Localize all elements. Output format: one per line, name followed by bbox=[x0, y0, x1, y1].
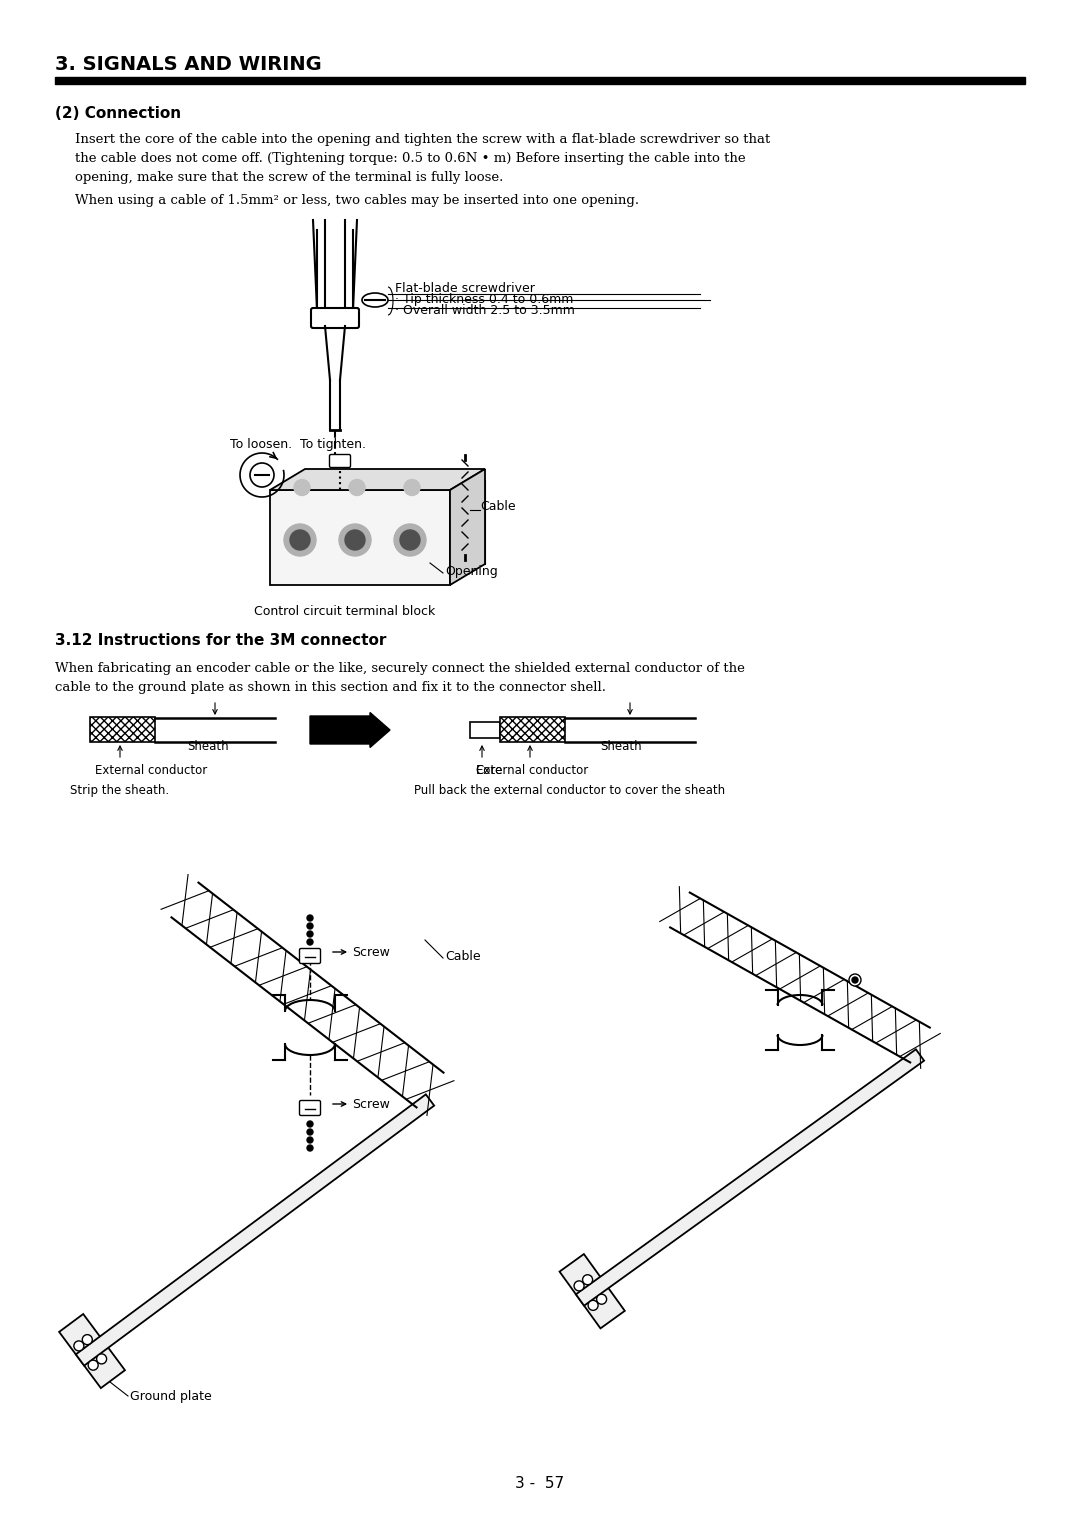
Circle shape bbox=[349, 480, 365, 495]
Polygon shape bbox=[76, 1094, 434, 1366]
Text: · Overall width 2.5 to 3.5mm: · Overall width 2.5 to 3.5mm bbox=[395, 304, 575, 316]
Polygon shape bbox=[559, 1254, 625, 1328]
Text: To tighten.: To tighten. bbox=[300, 439, 366, 451]
Circle shape bbox=[73, 1342, 84, 1351]
Circle shape bbox=[400, 530, 420, 550]
Bar bbox=[470, 723, 500, 738]
Polygon shape bbox=[270, 469, 485, 490]
Text: Insert the core of the cable into the opening and tighten the screw with a flat-: Insert the core of the cable into the op… bbox=[75, 133, 770, 147]
Text: Control circuit terminal block: Control circuit terminal block bbox=[255, 605, 435, 617]
Circle shape bbox=[582, 1274, 593, 1285]
Circle shape bbox=[291, 530, 310, 550]
Text: Screw: Screw bbox=[352, 1099, 390, 1111]
Text: Cable: Cable bbox=[445, 950, 481, 963]
Circle shape bbox=[849, 973, 861, 986]
Circle shape bbox=[294, 480, 310, 495]
Circle shape bbox=[852, 976, 858, 983]
Text: · Tip thickness 0.4 to 0.6mm: · Tip thickness 0.4 to 0.6mm bbox=[395, 293, 573, 306]
Text: Pull back the external conductor to cover the sheath: Pull back the external conductor to cove… bbox=[415, 784, 726, 798]
Text: Ground plate: Ground plate bbox=[130, 1390, 212, 1403]
Text: Cable: Cable bbox=[480, 500, 515, 513]
Circle shape bbox=[404, 480, 420, 495]
Circle shape bbox=[307, 1122, 313, 1128]
Text: Sheath: Sheath bbox=[187, 740, 229, 753]
Bar bbox=[500, 717, 565, 743]
Text: (2) Connection: (2) Connection bbox=[55, 105, 181, 121]
Circle shape bbox=[307, 1137, 313, 1143]
Text: Strip the sheath.: Strip the sheath. bbox=[70, 784, 170, 798]
Text: 3 -  57: 3 - 57 bbox=[515, 1476, 565, 1491]
FancyArrow shape bbox=[310, 712, 390, 747]
Circle shape bbox=[596, 1294, 607, 1305]
Circle shape bbox=[307, 1144, 313, 1151]
Text: opening, make sure that the screw of the terminal is fully loose.: opening, make sure that the screw of the… bbox=[75, 171, 503, 183]
Polygon shape bbox=[450, 469, 485, 585]
Circle shape bbox=[249, 463, 274, 487]
Bar bbox=[55, 76, 1025, 84]
Text: Core: Core bbox=[475, 764, 502, 778]
Text: External conductor: External conductor bbox=[95, 764, 207, 778]
Text: When fabricating an encoder cable or the like, securely connect the shielded ext: When fabricating an encoder cable or the… bbox=[55, 662, 745, 675]
Circle shape bbox=[307, 915, 313, 921]
Circle shape bbox=[394, 524, 426, 556]
Circle shape bbox=[307, 1129, 313, 1135]
Text: External conductor: External conductor bbox=[476, 764, 589, 778]
Circle shape bbox=[89, 1360, 98, 1371]
FancyBboxPatch shape bbox=[311, 309, 359, 329]
FancyBboxPatch shape bbox=[329, 454, 351, 468]
Circle shape bbox=[307, 940, 313, 944]
Bar bbox=[90, 717, 156, 743]
Text: the cable does not come off. (Tightening torque: 0.5 to 0.6N • m) Before inserti: the cable does not come off. (Tightening… bbox=[75, 151, 745, 165]
Text: Screw: Screw bbox=[352, 946, 390, 960]
Circle shape bbox=[575, 1280, 584, 1291]
Text: When using a cable of 1.5mm² or less, two cables may be inserted into one openin: When using a cable of 1.5mm² or less, tw… bbox=[75, 194, 639, 206]
Text: Sheath: Sheath bbox=[600, 740, 642, 753]
Text: To loosen.: To loosen. bbox=[230, 439, 292, 451]
Text: Opening: Opening bbox=[445, 565, 498, 578]
Polygon shape bbox=[59, 1314, 125, 1387]
Circle shape bbox=[307, 931, 313, 937]
Circle shape bbox=[345, 530, 365, 550]
Polygon shape bbox=[576, 1050, 924, 1306]
FancyBboxPatch shape bbox=[299, 949, 321, 964]
Text: cable to the ground plate as shown in this section and fix it to the connector s: cable to the ground plate as shown in th… bbox=[55, 681, 606, 694]
Text: Flat-blade screwdriver: Flat-blade screwdriver bbox=[395, 283, 535, 295]
Text: 3.12 Instructions for the 3M connector: 3.12 Instructions for the 3M connector bbox=[55, 633, 387, 648]
Circle shape bbox=[307, 923, 313, 929]
Circle shape bbox=[589, 1300, 598, 1311]
Text: 3. SIGNALS AND WIRING: 3. SIGNALS AND WIRING bbox=[55, 55, 322, 73]
Circle shape bbox=[339, 524, 372, 556]
Circle shape bbox=[82, 1334, 92, 1345]
Circle shape bbox=[96, 1354, 107, 1365]
Ellipse shape bbox=[362, 293, 388, 307]
Polygon shape bbox=[270, 490, 450, 585]
Circle shape bbox=[284, 524, 316, 556]
FancyBboxPatch shape bbox=[299, 1100, 321, 1115]
